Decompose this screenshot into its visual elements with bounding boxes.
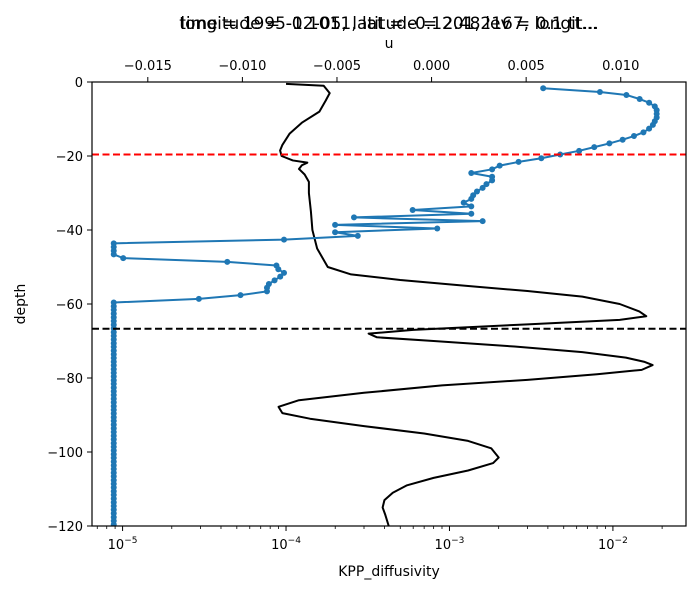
x-top-tick-label-3: 0.000 [413,59,450,74]
plot-area [92,82,686,526]
u-point-26 [483,181,490,188]
x-bottom-tick-label-3: 10−2 [598,536,628,553]
u-point-52 [271,277,278,284]
u-point-22 [489,166,496,173]
u-point-49 [275,266,282,273]
u-point-11 [646,125,653,132]
u-point-30 [468,195,475,202]
x-top-axis-label: u [385,36,394,52]
u-point-19 [538,155,545,162]
u-point-46 [120,255,127,262]
u-point-47 [224,258,231,265]
u-point-118 [110,521,117,526]
u-point-33 [409,207,416,214]
y-tick-label-6: −120 [47,520,83,535]
u-point-16 [591,144,598,151]
u-point-45 [110,251,117,258]
y-axis-label: depth [13,284,29,325]
plot-content [92,82,686,526]
u-point-12 [640,129,647,136]
u-point-35 [351,214,357,221]
u-point-3 [636,96,643,103]
u-point-31 [460,199,467,206]
x-bottom-tick-label-2: 10−3 [435,536,465,553]
u-point-41 [281,236,288,243]
chart-title-2: longitude = -0.1011, lat = -0.1201, lev … [180,14,597,34]
u-point-50 [281,269,288,276]
x-top-tick-label-2: −0.005 [313,59,361,74]
y-tick-label-2: −40 [56,224,83,239]
axes: 0 −20 −40 −60 −80 −100 −120 10−5 10−4 10−3 10−2 −0.… [47,59,687,553]
u-point-40 [354,232,361,239]
y-tick-label-0: 0 [75,76,83,91]
u-point-57 [195,295,202,302]
x-bottom-axis-label: KPP_diffusivity [338,564,440,580]
u-point-14 [619,136,626,143]
u-point-1 [596,88,603,95]
u-point-56 [237,292,244,299]
u-point-36 [479,218,486,225]
kpp-diffusivity-line [277,82,654,526]
u-point-28 [473,188,480,195]
u-point-2 [623,91,630,98]
x-top-tick-label-5: 0.010 [602,59,639,74]
u-point-27 [479,184,486,191]
u-point-25 [489,177,496,184]
y-tick-label-5: −100 [47,446,83,461]
u-point-23 [468,170,475,177]
u-point-51 [277,273,284,280]
x-bottom-tick-label-1: 10−4 [271,536,301,553]
x-top-tick-label-0: −0.015 [124,59,172,74]
chart-title-1: time = 1995-12-05, latitude = 2.482167, … [179,14,599,34]
y-tick-label-3: −60 [56,298,83,313]
u-point-0 [540,85,547,92]
u-point-34 [468,210,475,217]
u-point-55 [263,288,270,295]
u-point-32 [468,203,475,210]
y-tick-label-4: −80 [56,372,83,387]
y-tick-label-1: −20 [56,150,83,165]
x-top-tick-label-4: 0.005 [508,59,545,74]
u-point-17 [576,147,583,154]
u-point-20 [515,158,522,165]
u-point-21 [496,162,503,169]
u-point-37 [332,221,339,228]
u-point-13 [630,133,637,140]
u-point-4 [646,99,653,106]
x-bottom-tick-label-0: 10−5 [108,536,138,553]
u-point-38 [434,225,441,232]
u-point-15 [606,140,613,147]
x-top-tick-label-1: −0.010 [218,59,266,74]
u-point-39 [332,229,339,236]
u-point-10 [649,121,656,128]
